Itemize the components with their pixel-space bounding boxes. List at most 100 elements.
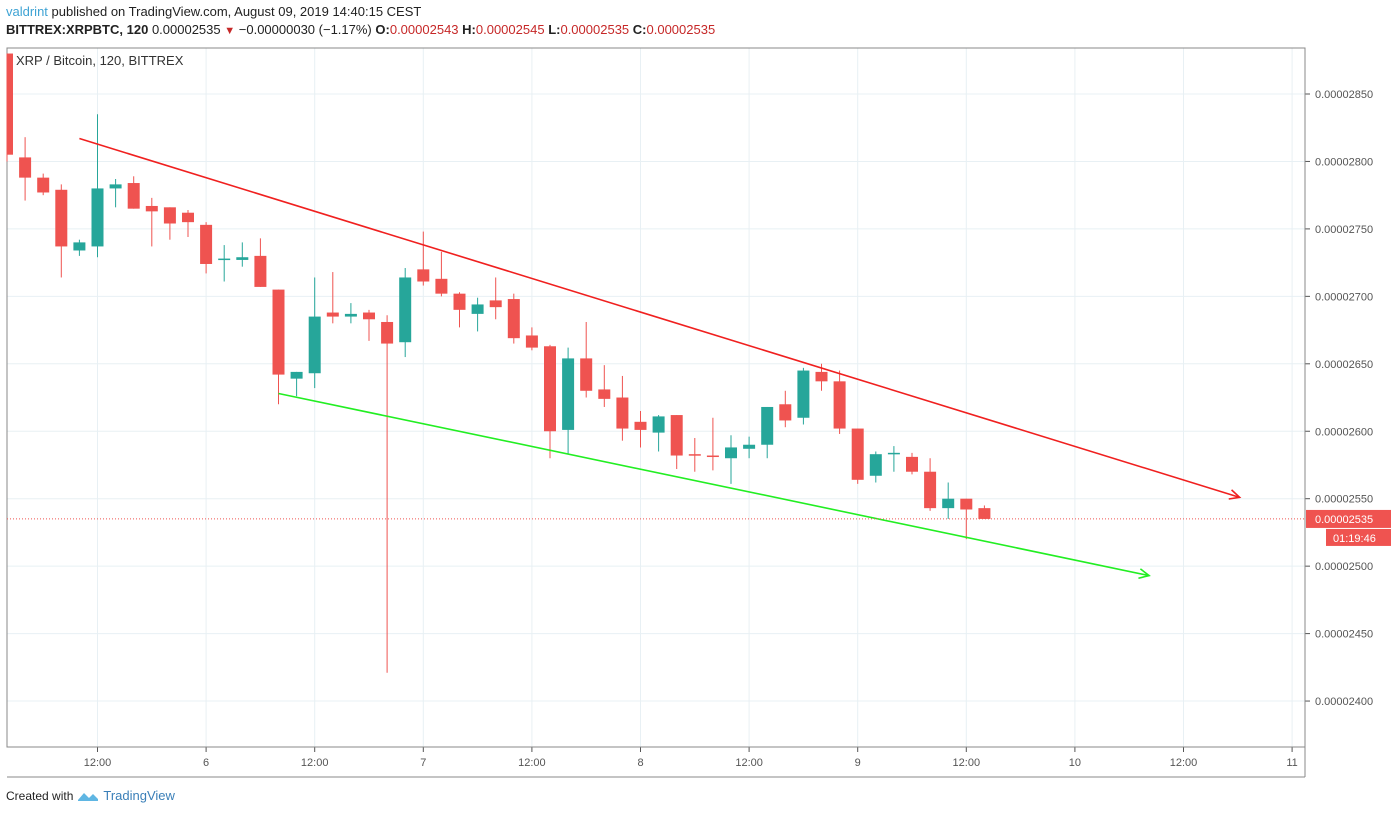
candle-body (634, 421, 647, 430)
close-label: C: (632, 22, 647, 37)
candle-body (580, 358, 593, 391)
countdown-label: 01:19:46 (1333, 533, 1376, 545)
candle (761, 406, 774, 459)
low-label: L: (548, 22, 561, 37)
candle-body (37, 177, 50, 193)
tradingview-brand[interactable]: TradingView (103, 788, 175, 803)
candle (399, 268, 412, 358)
created-with-text: Created with (6, 788, 74, 803)
candle-body (652, 416, 665, 433)
candle (869, 451, 882, 483)
candle (616, 375, 629, 441)
candle (344, 303, 357, 324)
candle-body (417, 269, 430, 282)
candle-body (489, 300, 502, 308)
resistance-arrow-icon (1228, 489, 1242, 500)
candle-body (308, 316, 321, 374)
y-tick-label: 0.00002750 (1315, 224, 1373, 236)
y-tick-label: 0.00002850 (1315, 89, 1373, 101)
candle (851, 428, 864, 484)
symbol-info: BITTREX:XRPBTC, 120 0.00002535 ▼ −0.0000… (6, 22, 715, 37)
countdown-badge (1326, 528, 1391, 546)
candle (797, 367, 810, 425)
x-tick-label: 12:00 (953, 757, 981, 769)
candle (833, 370, 846, 434)
open-value: 0.00002543 (389, 22, 459, 37)
price-change: −0.00000030 (−1.17%) (238, 22, 372, 37)
candle (598, 365, 611, 407)
candle-body (381, 321, 394, 344)
candle (580, 321, 593, 398)
candle (200, 222, 213, 274)
y-tick-label: 0.00002800 (1315, 156, 1373, 168)
candle-body (725, 447, 737, 459)
candle (670, 415, 683, 470)
candle (326, 272, 339, 324)
x-tick-label: 8 (637, 757, 643, 769)
candle (37, 173, 50, 196)
candle-body (127, 183, 140, 209)
x-tick-label: 6 (203, 757, 209, 769)
candle (906, 452, 918, 475)
candle-body (471, 304, 484, 314)
candle (236, 242, 249, 267)
y-tick-label: 0.00002450 (1315, 629, 1373, 641)
candle (91, 114, 104, 258)
candle (525, 327, 538, 351)
low-value: 0.00002535 (560, 22, 630, 37)
y-tick-label: 0.00002400 (1315, 696, 1373, 708)
candle (688, 437, 701, 472)
x-tick-label: 12:00 (735, 757, 763, 769)
x-tick-label: 10 (1069, 757, 1081, 769)
candle (290, 371, 303, 397)
candle (489, 277, 502, 320)
candle-body (236, 257, 249, 260)
candle-body (326, 312, 339, 317)
candle-body (272, 289, 285, 375)
candle (218, 245, 231, 282)
candle (435, 251, 448, 297)
x-tick-label: 12:00 (518, 757, 546, 769)
author-link[interactable]: valdrint (6, 4, 48, 19)
support-trendline (278, 392, 1150, 577)
candle-body (507, 299, 520, 339)
candle (562, 347, 575, 455)
candle-body (598, 389, 611, 399)
candle (272, 289, 285, 405)
tradingview-logo-icon (78, 792, 99, 801)
candle-body (254, 255, 267, 287)
candle-body (761, 406, 774, 445)
candle-body (19, 157, 32, 178)
candle-body (743, 444, 756, 449)
x-tick-label: 11 (1286, 757, 1297, 769)
candle (960, 498, 973, 540)
candle-body (200, 224, 213, 264)
candle (743, 436, 756, 459)
y-tick-label: 0.00002500 (1315, 561, 1373, 573)
publish-info: valdrint published on TradingView.com, A… (6, 4, 421, 19)
x-tick-label: 12:00 (84, 757, 112, 769)
candle (978, 505, 991, 519)
candle-body (779, 404, 792, 421)
candle-body (435, 278, 448, 294)
candle-body (851, 428, 864, 480)
candle-body (670, 415, 683, 456)
candle (471, 297, 484, 332)
publish-text: published on TradingView.com, August 09,… (51, 4, 422, 19)
candle (453, 292, 466, 328)
candle-body (978, 508, 991, 519)
y-tick-label: 0.00002550 (1315, 494, 1373, 506)
candle-body (7, 53, 13, 155)
chart-legend: XRP / Bitcoin, 120, BITTREX (16, 53, 184, 68)
resistance-trendline (79, 137, 1240, 499)
candle (942, 482, 955, 519)
symbol-label: BITTREX:XRPBTC, 120 (6, 22, 149, 37)
candle-body (562, 358, 575, 430)
candle (652, 415, 665, 452)
candle-body (453, 293, 466, 310)
x-tick-label: 7 (420, 757, 426, 769)
candle-body (182, 212, 194, 223)
candle (544, 344, 556, 459)
candle (779, 390, 792, 428)
